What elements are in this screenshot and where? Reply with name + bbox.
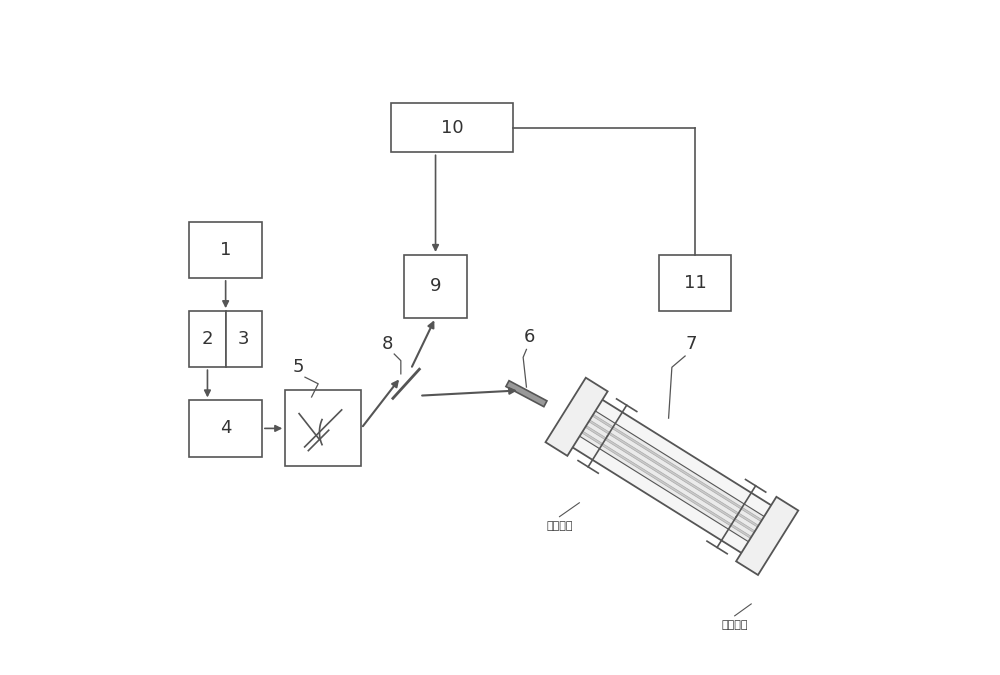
Text: 11: 11 bbox=[684, 274, 706, 292]
Polygon shape bbox=[736, 497, 798, 575]
Polygon shape bbox=[593, 414, 762, 521]
Bar bbox=[391, 103, 513, 153]
Polygon shape bbox=[546, 378, 608, 456]
Text: 7: 7 bbox=[686, 335, 697, 353]
Text: 气体出口: 气体出口 bbox=[721, 620, 748, 630]
Bar bbox=[226, 311, 262, 367]
Polygon shape bbox=[574, 408, 769, 545]
Text: 10: 10 bbox=[441, 119, 463, 136]
Polygon shape bbox=[506, 381, 547, 407]
Text: 4: 4 bbox=[220, 419, 231, 437]
Text: 1: 1 bbox=[220, 241, 231, 259]
Text: 2: 2 bbox=[202, 330, 213, 348]
Polygon shape bbox=[586, 426, 755, 533]
Bar bbox=[189, 222, 262, 278]
Text: 9: 9 bbox=[430, 277, 441, 295]
Bar bbox=[285, 390, 361, 466]
Polygon shape bbox=[562, 393, 782, 560]
Text: 6: 6 bbox=[524, 329, 535, 346]
Bar bbox=[189, 400, 262, 456]
Text: 5: 5 bbox=[293, 358, 304, 376]
Bar bbox=[659, 255, 731, 311]
Polygon shape bbox=[589, 420, 758, 527]
Bar bbox=[189, 311, 226, 367]
Polygon shape bbox=[582, 431, 751, 538]
Bar bbox=[404, 255, 467, 318]
Text: 8: 8 bbox=[382, 335, 393, 353]
Text: 气体进口: 气体进口 bbox=[546, 521, 573, 531]
Text: 3: 3 bbox=[238, 330, 250, 348]
